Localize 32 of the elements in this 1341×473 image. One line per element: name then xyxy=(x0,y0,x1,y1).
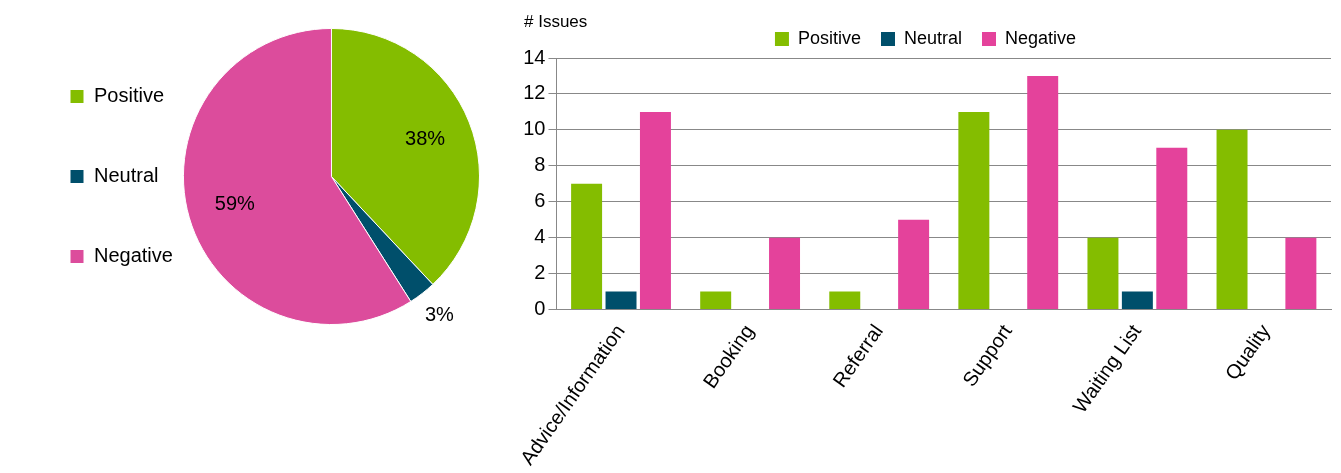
y-axis-title: # Issues xyxy=(524,11,588,31)
bar xyxy=(958,111,990,310)
bar xyxy=(605,291,637,310)
bar xyxy=(639,111,671,310)
bar xyxy=(829,291,861,310)
data-label: 38% xyxy=(405,126,446,149)
bar xyxy=(898,219,930,310)
y-tick-label: 10 xyxy=(523,117,546,140)
legend-label: Neutral xyxy=(94,164,159,187)
y-tick-label: 6 xyxy=(534,189,546,212)
bar xyxy=(1087,237,1119,310)
data-label: 3% xyxy=(424,303,455,326)
bar xyxy=(1156,147,1188,310)
bar xyxy=(1027,75,1059,310)
bar xyxy=(1216,129,1248,310)
y-tick-label: 2 xyxy=(534,261,546,284)
legend-label: Negative xyxy=(1005,27,1077,48)
legend-label: Negative xyxy=(94,244,173,267)
legend-label: Positive xyxy=(797,27,861,48)
y-tick-label: 4 xyxy=(534,225,546,248)
legend-label: Positive xyxy=(94,84,165,107)
legend-label: Neutral xyxy=(903,27,963,48)
data-label: 59% xyxy=(214,192,256,215)
bar xyxy=(769,237,801,310)
bar xyxy=(1121,291,1153,310)
y-tick-label: 0 xyxy=(534,297,546,320)
bar xyxy=(571,183,603,310)
y-tick-label: 8 xyxy=(534,153,546,176)
bar xyxy=(700,291,732,310)
y-tick-label: 12 xyxy=(523,81,546,104)
y-tick-label: 14 xyxy=(523,45,546,68)
bar xyxy=(1285,237,1317,310)
